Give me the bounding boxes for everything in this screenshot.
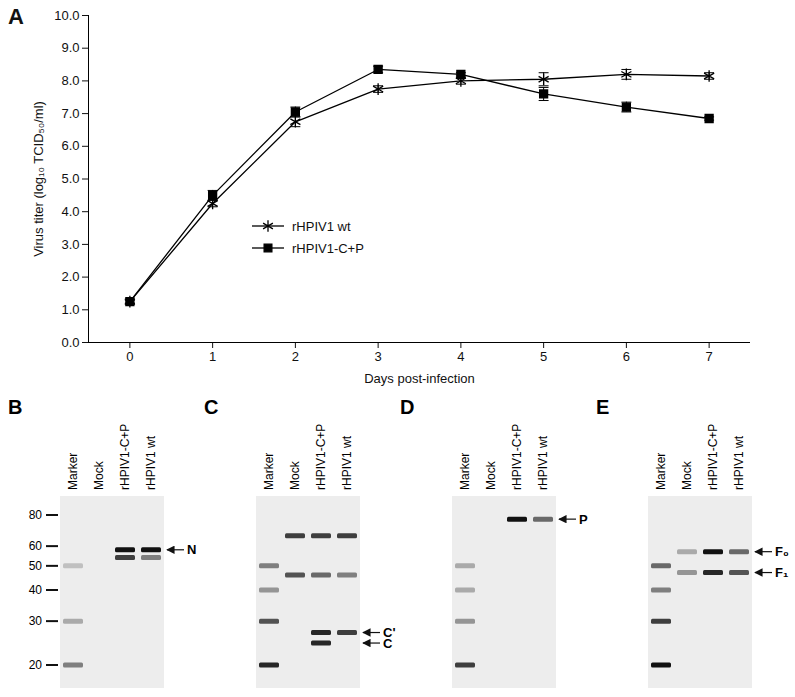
svg-text:3: 3 [375, 349, 382, 364]
svg-text:F₁: F₁ [775, 565, 788, 580]
svg-text:4.0: 4.0 [61, 204, 79, 219]
svg-text:Virus titer (log₁₀ TCID₅₀/ml): Virus titer (log₁₀ TCID₅₀/ml) [31, 101, 46, 257]
html-text:rHPIV1-C+P: rHPIV1-C+P [292, 240, 364, 256]
svg-text:E: E [596, 396, 609, 418]
svg-text:Marker: Marker [654, 453, 668, 490]
svg-text:4: 4 [457, 349, 464, 364]
svg-text:rHPIV1 wt: rHPIV1 wt [536, 435, 550, 490]
svg-text:Mock: Mock [92, 460, 106, 490]
svg-text:7: 7 [706, 349, 713, 364]
svg-text:8.0: 8.0 [61, 73, 79, 88]
svg-text:2.0: 2.0 [61, 269, 79, 284]
svg-text:5: 5 [540, 349, 547, 364]
svg-text:P: P [579, 512, 588, 527]
svg-text:7.0: 7.0 [61, 106, 79, 121]
svg-text:rHPIV1-C+P: rHPIV1-C+P [118, 424, 132, 490]
svg-text:1: 1 [209, 349, 216, 364]
svg-text:5.0: 5.0 [61, 171, 79, 186]
html-text:rHPIV1 wt: rHPIV1 wt [292, 218, 351, 234]
svg-text:F₀: F₀ [775, 544, 789, 559]
svg-text:Marker: Marker [66, 453, 80, 490]
svg-text:6: 6 [623, 349, 630, 364]
svg-text:2: 2 [292, 349, 299, 364]
svg-text:D: D [400, 396, 414, 418]
svg-text:rHPIV1 wt: rHPIV1 wt [732, 435, 746, 490]
svg-text:Days post-infection: Days post-infection [364, 371, 475, 386]
svg-text:60: 60 [29, 539, 43, 553]
svg-text:0.0: 0.0 [61, 335, 79, 350]
svg-text:Mock: Mock [484, 460, 498, 490]
svg-text:C: C [383, 636, 393, 651]
svg-text:0: 0 [126, 349, 133, 364]
svg-text:rHPIV1-C+P: rHPIV1-C+P [706, 424, 720, 490]
svg-text:B: B [8, 396, 22, 418]
svg-text:rHPIV1-C+P: rHPIV1-C+P [510, 424, 524, 490]
svg-text:Marker: Marker [458, 453, 472, 490]
svg-text:rHPIV1 wt: rHPIV1 wt [144, 435, 158, 490]
svg-text:rHPIV1-C+P: rHPIV1-C+P [314, 424, 328, 490]
svg-text:30: 30 [29, 614, 43, 628]
svg-text:Mock: Mock [680, 460, 694, 490]
svg-text:1.0: 1.0 [61, 302, 79, 317]
svg-text:N: N [187, 542, 196, 557]
svg-text:Marker: Marker [262, 453, 276, 490]
svg-text:20: 20 [29, 658, 43, 672]
svg-text:50: 50 [29, 559, 43, 573]
svg-text:3.0: 3.0 [61, 237, 79, 252]
svg-text:Mock: Mock [288, 460, 302, 490]
svg-text:C: C [204, 396, 218, 418]
svg-text:80: 80 [29, 508, 43, 522]
svg-text:rHPIV1 wt: rHPIV1 wt [340, 435, 354, 490]
svg-text:C': C' [383, 625, 396, 640]
svg-text:9.0: 9.0 [61, 40, 79, 55]
svg-text:10.0: 10.0 [54, 8, 79, 23]
svg-text:40: 40 [29, 583, 43, 597]
html-text:A: A [8, 4, 24, 29]
svg-text:6.0: 6.0 [61, 138, 79, 153]
